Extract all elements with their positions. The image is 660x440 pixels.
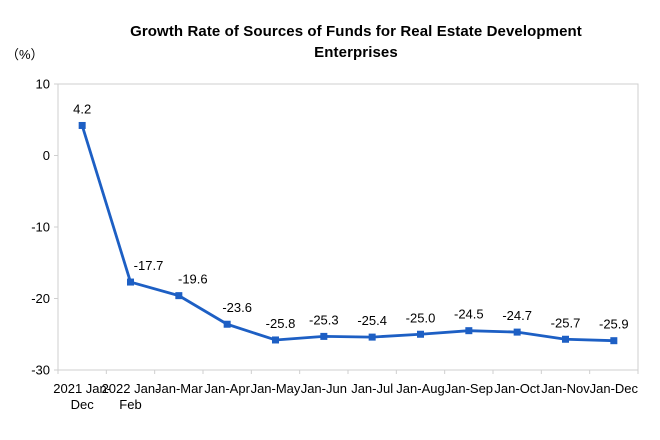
data-point-marker: [465, 327, 473, 335]
chart-title: Growth Rate of Sources of Funds for Real…: [76, 21, 636, 63]
y-axis-tick-label: -30: [31, 363, 50, 378]
data-point-label: -25.0: [406, 310, 436, 325]
data-line: [80, 124, 616, 343]
data-point-marker: [320, 332, 328, 340]
x-axis-tick-label: 2021 Jan-Dec: [53, 381, 111, 412]
y-axis-unit-label: （%）: [6, 47, 44, 62]
x-axis-tick-label: Jan-Aug: [396, 381, 444, 396]
data-point-label: 4.2: [73, 101, 91, 116]
data-point-marker: [562, 335, 569, 343]
x-axis-tick-label: Jan-Jul: [351, 381, 393, 396]
data-point-label: -25.3: [309, 312, 339, 327]
data-point-marker: [223, 320, 231, 328]
data-point-marker: [513, 328, 521, 336]
x-axis-tick-label: 2022 Jan-Feb: [102, 381, 160, 412]
x-axis-tick-label: Jan-May: [251, 381, 301, 396]
chart-title-line2: Enterprises: [314, 44, 398, 61]
y-axis-tick-label: -20: [31, 291, 50, 306]
x-axis-tick-label: Jan-Sep: [445, 381, 493, 396]
data-point-marker: [175, 292, 183, 300]
y-axis-tick-label: -10: [31, 220, 50, 235]
data-point-marker: [272, 336, 279, 344]
data-point-marker: [127, 278, 134, 286]
data-point-label: -24.5: [454, 307, 484, 322]
x-axis-tick-label: Jan-Dec: [590, 381, 639, 396]
chart-title-line1: Growth Rate of Sources of Funds for Real…: [130, 23, 582, 40]
data-point-label: -23.6: [222, 300, 252, 315]
data-point-label: -25.8: [266, 316, 296, 331]
data-point-label: -19.6: [178, 272, 208, 287]
x-axis-tick-label: Jan-Nov: [541, 381, 590, 396]
data-point-label: -24.7: [502, 308, 532, 323]
data-point-marker: [610, 337, 618, 345]
data-point-label: -25.9: [599, 317, 629, 332]
x-axis-tick-label: Jan-Apr: [204, 381, 250, 396]
x-axis-tick-label: Jan-Oct: [494, 381, 540, 396]
data-point-label: -17.7: [134, 258, 164, 273]
data-point-marker: [417, 330, 424, 338]
x-axis-tick-label: Jan-Jun: [301, 381, 347, 396]
y-axis-tick-label: 10: [36, 77, 50, 92]
data-point-marker: [368, 333, 376, 341]
data-point-label: -25.7: [551, 315, 581, 330]
data-point-label: -25.4: [357, 313, 387, 328]
data-point-marker: [78, 121, 86, 129]
x-axis-tick-label: Jan-Mar: [155, 381, 203, 396]
y-axis-tick-label: 0: [43, 148, 50, 163]
